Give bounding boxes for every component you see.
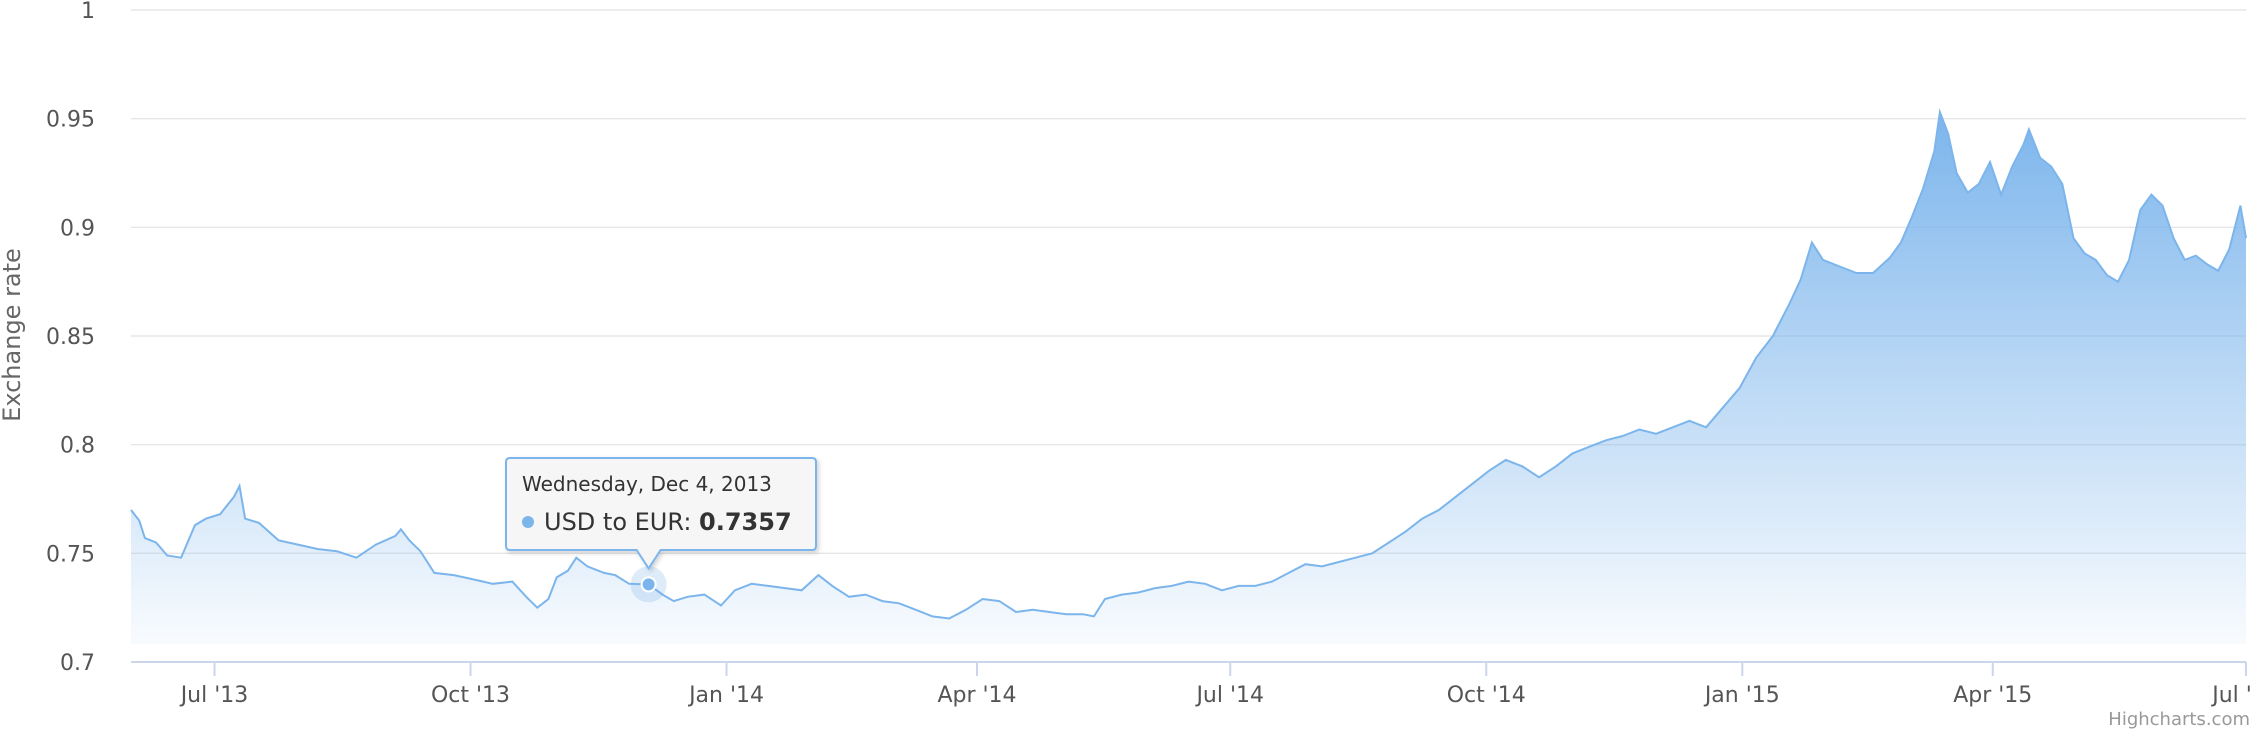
x-tick-label: Jan '15 — [1703, 683, 1780, 708]
y-axis-title: Exchange rate — [0, 248, 26, 422]
x-axis-ticks: Jul '13 Oct '13 Jan '14 Apr '14 Jul '14 Oct '… — [179, 662, 2253, 708]
y-tick-label: 1 — [81, 0, 95, 24]
x-tick-label: Apr '15 — [1953, 683, 2032, 708]
y-tick-label: 0.7 — [60, 651, 95, 676]
y-gridlines — [131, 9, 2246, 663]
series-usd-to-eur — [130, 108, 2247, 645]
y-tick-label: 0.85 — [46, 325, 95, 350]
tooltip-date: Wednesday, Dec 4, 2013 — [522, 472, 772, 496]
hover-point[interactable] — [640, 576, 657, 593]
y-tick-label: 0.75 — [46, 542, 95, 567]
series-line — [130, 108, 2247, 620]
tooltip-series-name: USD to EUR — [544, 508, 683, 536]
series-area-fill — [131, 112, 2246, 645]
y-tick-labels: 0.7 0.75 0.8 0.85 0.9 0.95 1 — [46, 0, 95, 676]
y-tick-label: 0.9 — [60, 216, 95, 241]
x-tick-label: Jul '13 — [179, 683, 249, 708]
tooltip-box — [505, 457, 817, 571]
tooltip-value: 0.7357 — [699, 508, 792, 536]
tooltip: Wednesday, Dec 4, 2013 USD to EUR: 0.735… — [505, 457, 817, 571]
tooltip-series-marker — [522, 516, 534, 528]
x-tick-label: Oct '13 — [431, 683, 510, 708]
x-tick-label: Jul '14 — [1194, 683, 1264, 708]
x-tick-label: Oct '14 — [1447, 683, 1526, 708]
x-tick-label: Jan '14 — [687, 683, 764, 708]
x-tick-label: Jul '15 — [2210, 683, 2253, 708]
x-tick-label: Apr '14 — [937, 683, 1016, 708]
y-tick-label: 0.8 — [60, 434, 95, 459]
tooltip-series-line: USD to EUR: 0.7357 — [544, 508, 792, 536]
hover-point-marker[interactable] — [630, 566, 667, 603]
credits-link[interactable]: Highcharts.com — [2108, 709, 2250, 730]
tooltip-colon: : — [683, 508, 699, 536]
y-tick-label: 0.95 — [46, 108, 95, 133]
